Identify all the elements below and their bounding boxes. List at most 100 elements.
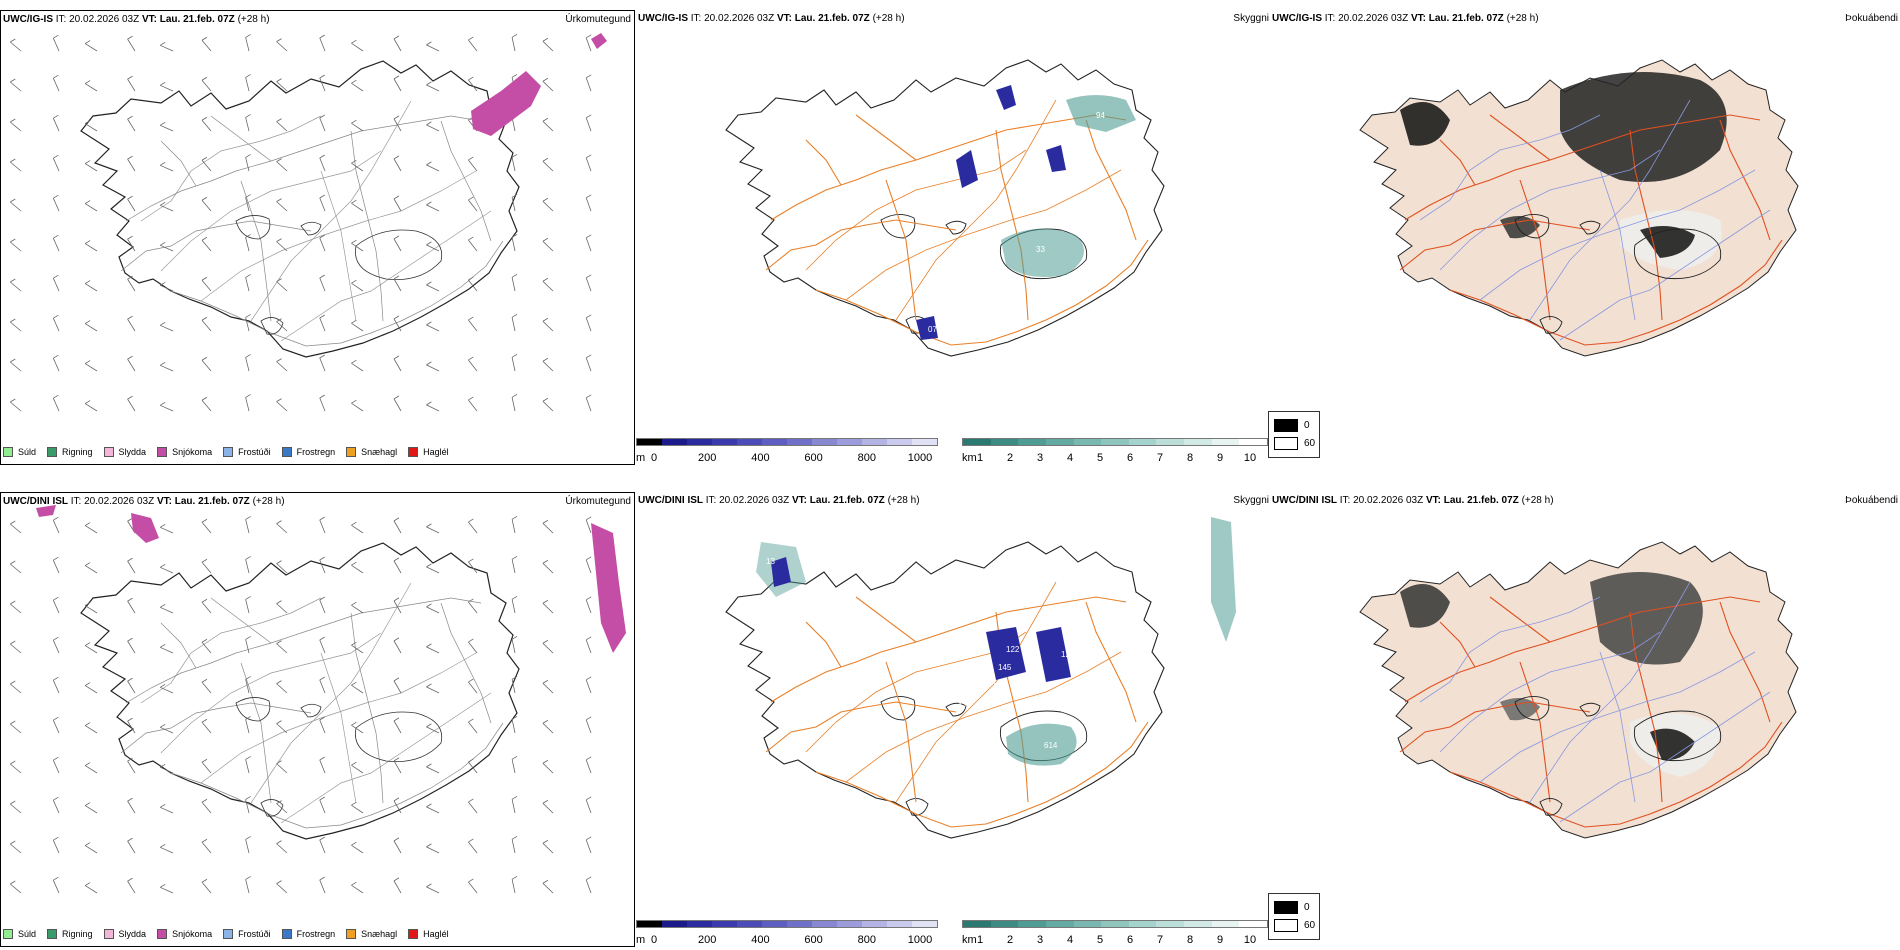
it-value: 20.02.2026 03Z <box>719 495 790 506</box>
legend-swatch <box>103 447 114 457</box>
legend-item: Frostúði <box>223 447 271 457</box>
wind-barb <box>511 679 516 694</box>
wind-barb-flag <box>160 241 166 246</box>
river <box>200 652 477 784</box>
wind-barb <box>542 160 554 172</box>
wind-barb <box>52 720 60 734</box>
wind-barb <box>160 646 174 654</box>
wind-barb-flag <box>245 876 251 880</box>
wind-barb <box>511 719 516 734</box>
wind-barb <box>426 846 440 854</box>
wind-barb-flag <box>276 760 282 764</box>
wind-barb <box>393 78 402 92</box>
wind-barb-flag <box>245 354 251 358</box>
wind-barb-flag <box>351 641 357 646</box>
wind-barb-flag <box>127 837 133 842</box>
wind-barb <box>426 364 440 372</box>
point-value-label: 17 <box>958 702 967 711</box>
wind-barbs <box>10 515 592 894</box>
wind-barb-flag <box>160 523 166 528</box>
wind-barb-flag <box>468 196 474 201</box>
wind-barb <box>52 680 60 694</box>
wind-barb-flag <box>542 639 549 644</box>
legend-swatch <box>157 447 168 457</box>
wind-barb <box>84 203 98 212</box>
fog-indicator-area <box>1400 102 1450 146</box>
wind-barb <box>426 526 440 534</box>
wind-barb-flag <box>511 715 518 720</box>
point-value-label: 33 <box>1036 245 1045 254</box>
model-name: UWC/IG-IS <box>638 13 688 24</box>
glacier-outline <box>300 221 322 236</box>
visibility-scale-bar <box>962 920 1268 928</box>
wind-barb <box>201 642 212 654</box>
height-scale-tick: 0 <box>650 452 658 464</box>
wind-barb-flag <box>276 520 282 524</box>
wind-barb <box>393 238 402 252</box>
wind-barb-flag <box>586 394 592 399</box>
wind-barb-flag <box>10 158 16 163</box>
wind-barb-flag <box>542 77 549 82</box>
wind-barb <box>351 644 364 654</box>
fog-legend-item: 0 <box>1274 898 1319 916</box>
legend-label: Snjókoma <box>172 929 213 939</box>
wind-barb <box>52 520 60 534</box>
wind-barb <box>10 803 22 814</box>
wind-barb <box>542 240 554 252</box>
wind-barb-flag <box>542 519 549 524</box>
wind-barb-flag <box>10 600 16 605</box>
model-name: UWC/DINI ISL <box>1272 495 1337 506</box>
wind-barb-flag <box>351 239 357 244</box>
wind-barb-flag <box>468 356 474 361</box>
iceland-map <box>1359 59 1799 357</box>
vt-label: VT: <box>156 496 172 507</box>
fog-legend-swatch <box>1274 918 1298 932</box>
wind-barb <box>542 200 554 212</box>
wind-barb-flag <box>468 518 474 523</box>
wind-barb <box>201 360 212 372</box>
wind-barb <box>585 197 592 212</box>
wind-barb-flag <box>393 155 400 160</box>
wind-barb-flag <box>351 841 357 846</box>
wind-barb <box>393 278 402 292</box>
wind-barb <box>468 761 478 774</box>
model-name: UWC/IG-IS <box>3 14 53 25</box>
point-value-label: 72 <box>1078 751 1087 760</box>
wind-barb-flag <box>53 516 59 521</box>
precip-title: Úrkomutegund <box>565 496 631 507</box>
wind-barb <box>84 565 98 574</box>
wind-barb-flag <box>511 33 518 38</box>
wind-barb-flag <box>276 238 282 242</box>
wind-barb <box>52 118 60 132</box>
wind-barb <box>160 44 174 52</box>
wind-barb-flag <box>586 154 592 159</box>
wind-barb-flag <box>319 676 325 681</box>
wind-barb <box>127 880 136 894</box>
visibility-scale-tick: 7 <box>1156 934 1164 946</box>
vt-value: Lau. 21.feb. 07Z <box>1443 495 1519 506</box>
fog-indicator-area <box>1500 698 1540 721</box>
wind-barb-flag <box>53 716 59 721</box>
wind-barb <box>511 277 516 292</box>
wind-barb-flag <box>201 356 208 361</box>
wind-barb-flag <box>426 883 432 888</box>
visibility-scale-tick: 10 <box>1243 452 1257 464</box>
wind-barb-flag <box>468 156 474 161</box>
vt-label: VT: <box>791 495 807 506</box>
wind-barb-flag <box>276 880 282 884</box>
panel-header: UWC/DINI ISL IT: 20.02.2026 03Z VT: Lau.… <box>638 495 920 506</box>
visibility-scale-tick: 4 <box>1066 452 1074 464</box>
wind-barb-flag <box>586 194 592 199</box>
wind-barb <box>245 879 250 894</box>
wind-barb <box>127 680 136 694</box>
visibility-scale-tick: 1 <box>976 934 984 946</box>
wind-barb <box>542 682 554 694</box>
it-label: IT: <box>1324 13 1336 24</box>
wind-barb-flag <box>201 156 208 161</box>
wind-barb <box>319 277 326 292</box>
wind-barb <box>393 318 402 332</box>
wind-barb-flag <box>160 603 166 608</box>
wind-barb-flag <box>53 796 59 801</box>
wind-barb <box>393 640 402 654</box>
visibility-scale-tick: 3 <box>1036 934 1044 946</box>
